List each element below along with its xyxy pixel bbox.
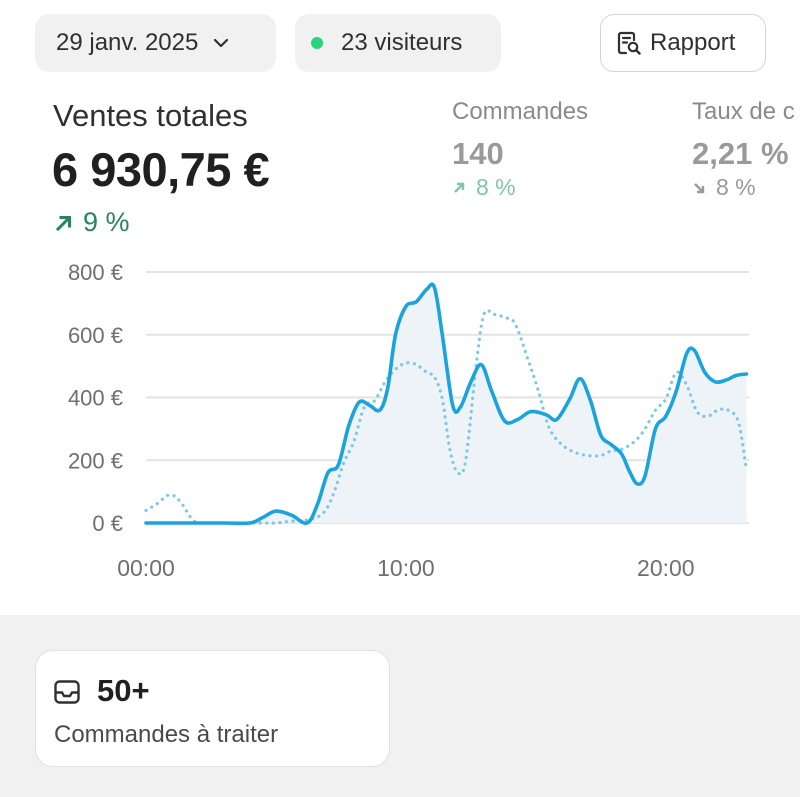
total-sales-title: Ventes totales (53, 98, 248, 133)
conversion-metric[interactable]: Taux de c 2,21 % 8 % (692, 98, 795, 201)
y-tick-label: 0 € (92, 511, 123, 536)
analytics-panel: 29 janv. 2025 23 visiteurs Rapport Vente… (0, 0, 800, 615)
orders-metric[interactable]: Commandes 140 8 % (452, 98, 588, 201)
total-sales-value: 6 930,75 € (52, 143, 270, 196)
report-label: Rapport (650, 29, 736, 56)
total-sales-delta: 9 % (53, 207, 130, 238)
orders-to-process-count: 50+ (97, 673, 150, 708)
orders-value: 140 (452, 136, 504, 171)
comparison-series-line (144, 308, 748, 525)
arrow-up-right-icon (454, 182, 465, 193)
y-tick-label: 400 € (68, 386, 123, 411)
report-search-icon (616, 30, 642, 56)
orders-delta: 8 % (452, 174, 588, 201)
conversion-value: 2,21 % (692, 136, 789, 171)
y-tick-label: 200 € (68, 448, 123, 473)
date-picker-button[interactable]: 29 janv. 2025 (35, 14, 276, 72)
arrow-up-right-icon (55, 215, 72, 231)
orders-title: Commandes (452, 98, 589, 125)
sales-line-chart[interactable]: 0 € 200 € 400 € 600 € 800 € 00:00 10:00 20:00 (0, 250, 800, 595)
y-tick-label: 800 € (68, 260, 123, 285)
total-sales-delta-value: 9 % (83, 207, 130, 237)
live-visitors-button[interactable]: 23 visiteurs (295, 14, 501, 72)
conversion-delta: 8 % (692, 174, 795, 201)
conversion-delta-value: 8 % (716, 174, 756, 200)
x-tick-label: 00:00 (117, 555, 175, 581)
report-button[interactable]: Rapport (600, 14, 766, 72)
y-tick-label: 600 € (68, 323, 123, 348)
conversion-title: Taux de c (692, 98, 795, 125)
visitors-label: 23 visiteurs (341, 29, 463, 56)
orders-delta-value: 8 % (476, 174, 516, 200)
orders-to-process-card[interactable]: 50+ Commandes à traiter (35, 650, 390, 767)
sales-area (146, 284, 747, 524)
chevron-down-icon (212, 34, 230, 52)
date-label: 29 janv. 2025 (56, 29, 199, 56)
orders-to-process-label: Commandes à traiter (54, 721, 279, 748)
x-tick-label: 20:00 (637, 555, 695, 581)
arrow-down-right-icon (694, 182, 705, 193)
x-tick-label: 10:00 (377, 555, 435, 581)
live-dot-icon (311, 37, 323, 49)
sales-series-line (144, 282, 749, 526)
inbox-icon (52, 677, 82, 707)
